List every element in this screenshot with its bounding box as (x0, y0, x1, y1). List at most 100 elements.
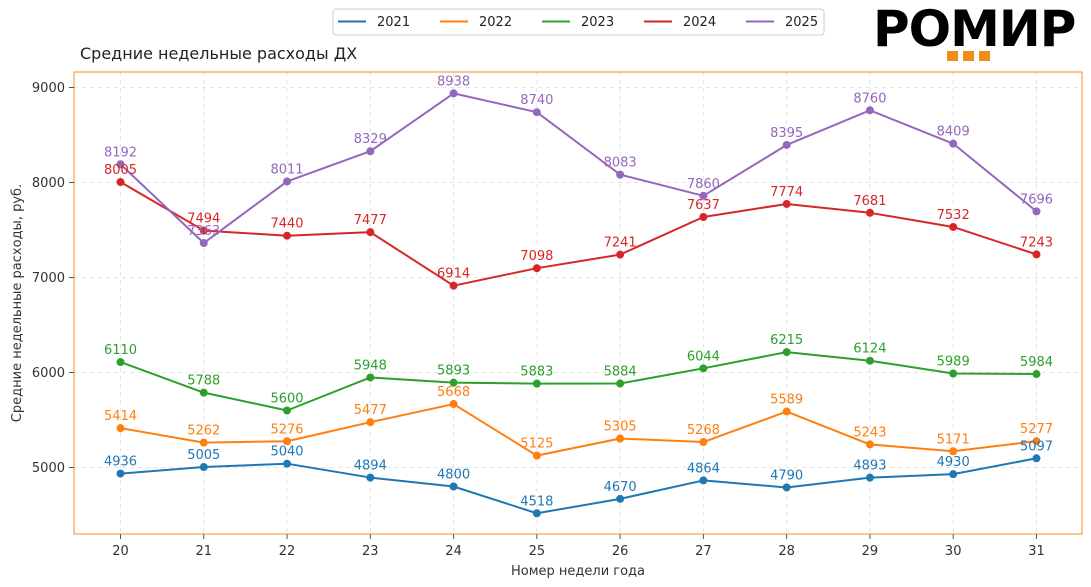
series-line-2023 (120, 351, 1037, 412)
legend-item-2024: 2024 (644, 15, 716, 30)
data-point-2023 (449, 378, 458, 387)
data-point-2024 (116, 178, 125, 187)
data-point-2022 (449, 400, 458, 409)
grid (74, 72, 1082, 534)
series-2021 (116, 454, 1041, 518)
data-point-2024 (782, 199, 791, 208)
data-label-2022: 5171 (937, 432, 970, 447)
legend-item-2023: 2023 (542, 15, 614, 30)
data-point-2022 (865, 440, 874, 449)
romir-logo: РОМИР (873, 0, 1076, 61)
data-point-2024 (1032, 250, 1041, 259)
logo-square-3 (979, 51, 990, 61)
logo-square-1 (947, 51, 958, 61)
data-point-2025 (532, 108, 541, 117)
data-point-2025 (449, 89, 458, 98)
data-label-2022: 5589 (770, 393, 803, 408)
data-point-2021 (366, 473, 375, 482)
legend-item-2021: 2021 (338, 15, 410, 30)
data-point-2021 (865, 473, 874, 482)
data-point-2022 (199, 438, 208, 447)
data-point-2024 (949, 222, 958, 231)
series-line-2025 (119, 92, 1038, 245)
data-label-2023: 6044 (687, 349, 720, 364)
data-point-2024 (616, 250, 625, 259)
data-point-2023 (283, 406, 292, 415)
data-point-2024 (532, 264, 541, 273)
data-point-2021 (449, 482, 458, 491)
data-label-2022: 5125 (520, 437, 553, 452)
data-point-2023 (116, 358, 125, 367)
x-tick-label: 30 (945, 544, 962, 559)
data-point-2024 (199, 226, 208, 235)
data-label-2025: 7860 (687, 177, 720, 192)
x-tick-label: 21 (195, 544, 212, 559)
data-point-2023 (532, 379, 541, 388)
data-label-2023: 6215 (770, 333, 803, 348)
logo-square-2 (963, 51, 974, 61)
data-point-2025 (949, 139, 958, 148)
data-point-2024 (699, 212, 708, 221)
data-point-2025 (283, 177, 292, 186)
data-labels: 4936 5005 5040 4894 4800 4518 4670 4864 4790 4893… (104, 74, 1053, 509)
x-tick-label: 23 (362, 544, 379, 559)
data-label-2023: 5989 (937, 355, 970, 370)
series-2024 (116, 178, 1041, 290)
legend-label: 2024 (683, 15, 716, 30)
data-label-2022: 5243 (853, 425, 886, 440)
data-point-2023 (865, 356, 874, 365)
data-point-2021 (699, 476, 708, 485)
data-label-2024: 7494 (187, 212, 220, 227)
data-point-2025 (116, 160, 125, 169)
data-label-2025: 8192 (104, 145, 137, 160)
x-tick-label: 22 (279, 544, 296, 559)
x-tick-label: 27 (695, 544, 712, 559)
data-label-2023: 5948 (354, 358, 387, 373)
data-point-2022 (782, 407, 791, 416)
data-point-2023 (699, 364, 708, 373)
data-point-2022 (283, 437, 292, 446)
data-label-2024: 6914 (437, 267, 470, 282)
data-point-2022 (699, 438, 708, 447)
data-label-2021: 4893 (853, 459, 886, 474)
data-label-2025: 8409 (937, 125, 970, 140)
chart-title: Средние недельные расходы ДХ (80, 44, 357, 63)
data-label-2022: 5277 (1020, 422, 1053, 437)
data-point-2022 (949, 447, 958, 456)
data-point-2022 (1032, 437, 1041, 446)
data-label-2024: 7477 (354, 213, 387, 228)
data-label-2025: 7696 (1020, 192, 1053, 207)
data-point-2022 (366, 418, 375, 427)
data-label-2022: 5276 (270, 422, 303, 437)
data-label-2024: 8005 (104, 163, 137, 178)
data-label-2023: 6110 (104, 343, 137, 358)
data-label-2025: 8011 (270, 162, 303, 177)
series-2025 (116, 89, 1041, 248)
x-axis-title: Номер недели года (511, 564, 645, 579)
y-tick-label: 7000 (32, 271, 65, 286)
legend-label: 2022 (479, 15, 512, 30)
data-point-2024 (449, 281, 458, 290)
y-tick-label: 6000 (32, 366, 65, 381)
data-label-2023: 5600 (270, 392, 303, 407)
data-label-2025: 7363 (187, 224, 220, 239)
data-point-2023 (199, 388, 208, 397)
x-tick-label: 20 (112, 544, 129, 559)
legend-item-2025: 2025 (746, 15, 818, 30)
data-point-2023 (366, 373, 375, 382)
x-tick-label: 26 (612, 544, 629, 559)
y-tick-label: 8000 (32, 176, 65, 191)
data-point-2022 (116, 424, 125, 433)
series-line-2022 (120, 403, 1037, 457)
data-label-2024: 7681 (853, 194, 886, 209)
legend-label: 2021 (377, 15, 410, 30)
data-label-2023: 5893 (437, 364, 470, 379)
data-label-2021: 4670 (604, 480, 637, 495)
data-point-2025 (699, 191, 708, 200)
data-label-2021: 4936 (104, 455, 137, 470)
data-point-2024 (865, 208, 874, 217)
data-point-2021 (1032, 454, 1041, 463)
data-label-2023: 5984 (1020, 355, 1053, 370)
data-point-2025 (1032, 207, 1041, 216)
